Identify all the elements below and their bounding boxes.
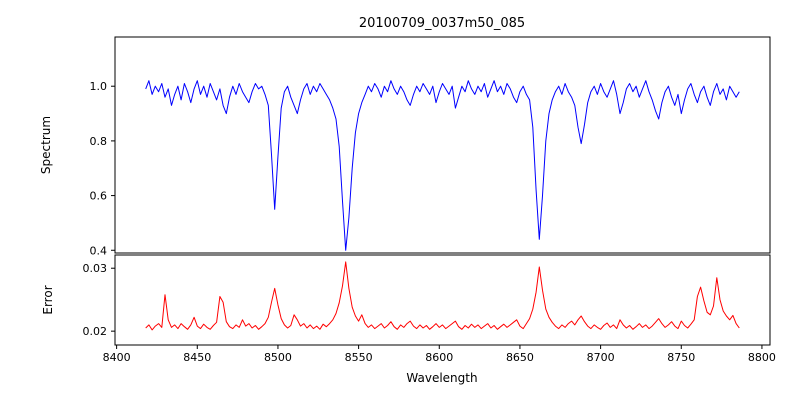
spectrum-y-axis-label: Spectrum: [39, 116, 53, 174]
x-tick-label: 8650: [506, 351, 534, 364]
error-panel-border: [114, 254, 771, 346]
y-tick-label: 0.4: [90, 244, 108, 257]
x-axis-label: Wavelength: [406, 371, 477, 385]
x-tick-label: 8500: [264, 351, 292, 364]
y-tick-label: 0.8: [90, 135, 108, 148]
error-y-axis-label: Error: [41, 285, 55, 314]
x-tick-label: 8400: [103, 351, 131, 364]
x-tick-label: 8550: [345, 351, 373, 364]
x-tick-label: 8750: [667, 351, 695, 364]
error-line: [145, 261, 740, 331]
x-tick-label: 8450: [183, 351, 211, 364]
y-tick-label: 0.03: [83, 262, 108, 275]
axes-layer: 0.4 0.6 0.8 1.0 0.02 0.03 8400 8450 8500 8550 8600…: [83, 36, 776, 364]
spectrum-line: [145, 80, 740, 251]
x-tick-label: 8800: [748, 351, 776, 364]
chart-title: 20100709_0037m50_085: [359, 16, 525, 31]
x-tick-label: 8600: [425, 351, 453, 364]
y-tick-label: 1.0: [90, 80, 108, 93]
x-tick-label: 8700: [587, 351, 615, 364]
spectrum-panel-border: [114, 36, 771, 254]
y-tick-label: 0.02: [83, 325, 108, 338]
y-tick-label: 0.6: [90, 190, 108, 203]
series-layer: [145, 80, 740, 331]
